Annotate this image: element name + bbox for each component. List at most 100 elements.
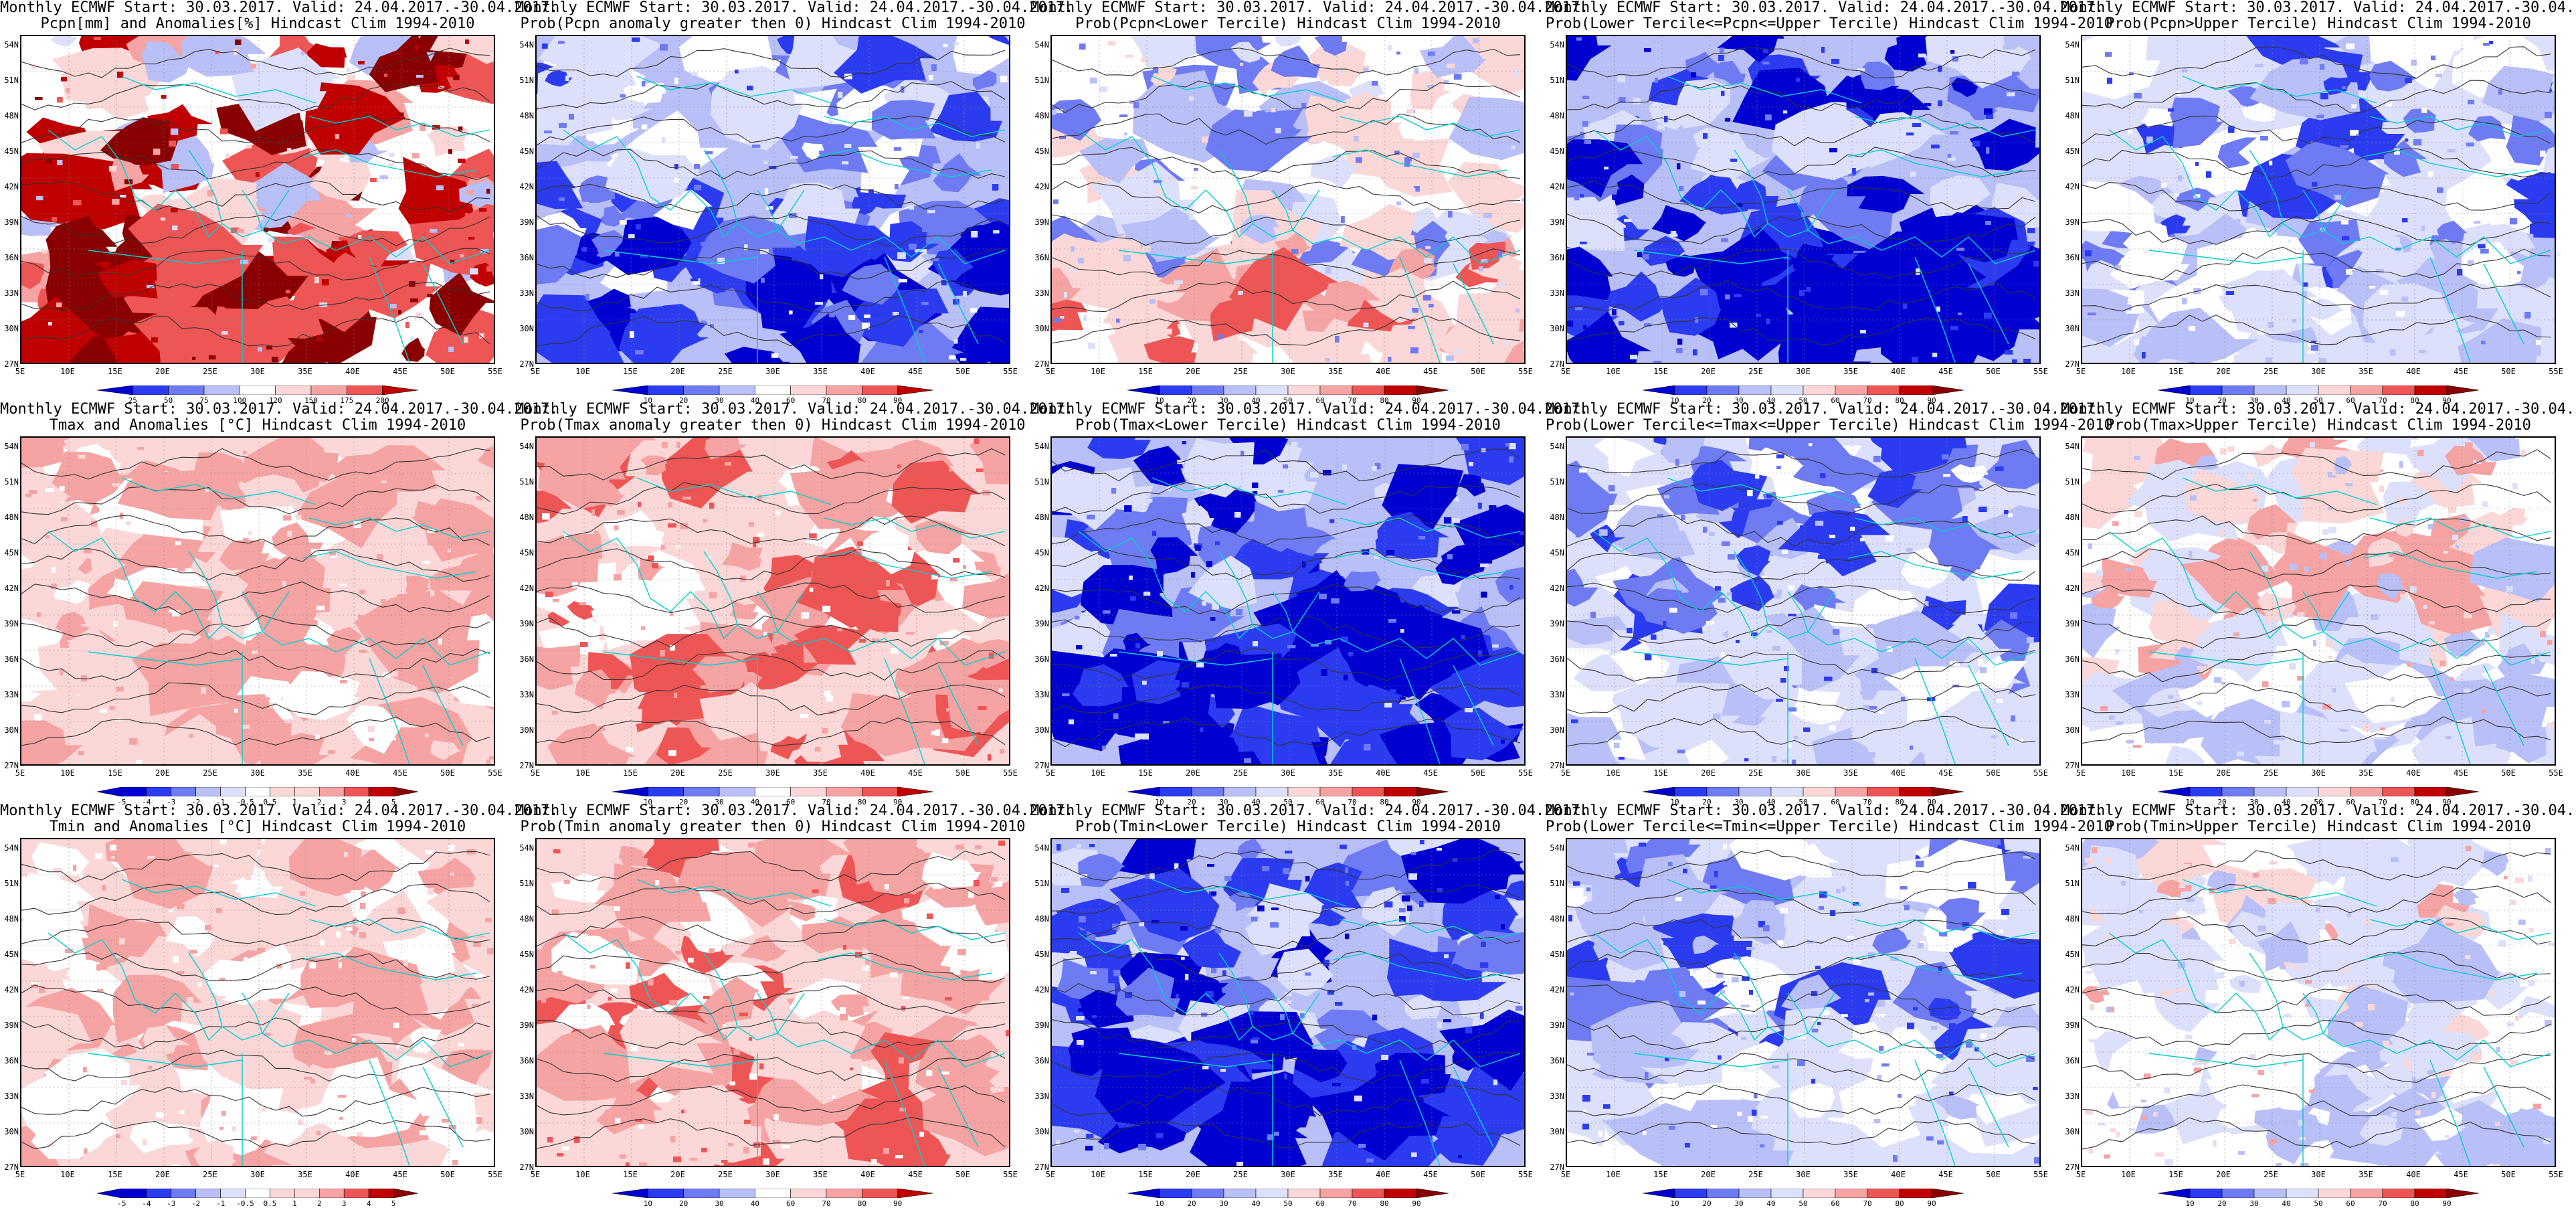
- field-speckle: [1691, 72, 1696, 78]
- field-speckle: [992, 184, 999, 191]
- field-speckle: [2155, 1152, 2164, 1157]
- field-speckle: [2269, 861, 2278, 865]
- colorbar-swatch: [1643, 1189, 1675, 1198]
- field-patch: [1194, 328, 1259, 363]
- colorbar-swatch: [1706, 1189, 1740, 1198]
- isoline: [21, 484, 490, 515]
- isoline: [21, 851, 490, 883]
- field-speckle: [1174, 280, 1183, 284]
- field-speckle: [213, 865, 219, 868]
- field-speckle: [37, 612, 41, 618]
- field-speckle: [2357, 1002, 2365, 1005]
- field-speckle: [1069, 270, 1074, 273]
- field-speckle: [1088, 343, 1095, 349]
- field-speckle: [753, 989, 759, 993]
- field-speckle: [2549, 943, 2555, 946]
- field-speckle: [2034, 1157, 2039, 1164]
- lat-tick-label: 30N: [519, 1127, 534, 1136]
- colorbar-label: 20: [1702, 798, 1712, 806]
- field-patch: [128, 203, 264, 296]
- field-speckle: [468, 237, 475, 240]
- colorbar-label: 80: [2410, 798, 2419, 806]
- field-speckle: [450, 873, 455, 876]
- colorbar-swatch: [1738, 1189, 1772, 1198]
- field-speckle: [2466, 143, 2474, 147]
- field-patch: [61, 57, 150, 120]
- field-speckle: [1243, 1092, 1249, 1097]
- field-speckle: [1584, 140, 1592, 145]
- field-speckle: [1119, 114, 1128, 118]
- field-speckle: [580, 642, 588, 647]
- field-speckle: [1437, 1022, 1442, 1029]
- field-speckle: [1715, 586, 1721, 591]
- field-speckle: [213, 341, 220, 348]
- field-speckle: [1751, 632, 1758, 636]
- field-patch: [31, 842, 90, 883]
- field-patch: [1314, 36, 1348, 56]
- field-patch: [2132, 307, 2260, 363]
- field-speckle: [1758, 921, 1765, 928]
- isoline: [1567, 1084, 2036, 1116]
- field-speckle: [2178, 175, 2183, 181]
- lon-tick-label: 45E: [908, 367, 923, 376]
- map-field: [535, 838, 1010, 1167]
- field-speckle: [2012, 72, 2020, 76]
- lon-tick-label: 35E: [2359, 1170, 2373, 1179]
- field-speckle: [339, 1117, 343, 1120]
- field-speckle: [630, 1045, 638, 1052]
- field-speckle: [410, 337, 415, 341]
- field-speckle: [923, 249, 927, 254]
- field-speckle: [460, 254, 464, 258]
- field-speckle: [381, 599, 386, 604]
- colorbar-swatch: [171, 1189, 196, 1198]
- field-patch: [860, 527, 915, 575]
- lat-tick-label: 42N: [4, 985, 19, 995]
- field-speckle: [227, 1047, 234, 1050]
- field-speckle: [2446, 736, 2452, 740]
- colorbar-swatch: [1191, 385, 1224, 395]
- field-speckle: [171, 128, 179, 135]
- field-speckle: [133, 518, 139, 521]
- field-speckle: [486, 266, 492, 272]
- map-svg: [537, 438, 1009, 764]
- lat-tick-label: 27N: [519, 359, 534, 369]
- field-speckle: [614, 906, 620, 912]
- field-patch: [779, 311, 862, 363]
- field-speckle: [941, 1071, 949, 1075]
- field-patch: [770, 736, 802, 760]
- field-speckle: [977, 732, 982, 738]
- field-speckle: [2492, 1164, 2500, 1166]
- field-speckle: [1077, 1040, 1084, 1045]
- lon-tick-label: 25E: [1748, 768, 1763, 778]
- field-speckle: [391, 485, 399, 488]
- isoline: [537, 448, 1006, 481]
- field-patch: [1880, 438, 1967, 477]
- lat-tick-label: 54N: [1034, 843, 1049, 853]
- field-speckle: [890, 972, 898, 978]
- colorbar-swatch: [2253, 787, 2287, 796]
- field-speckle: [941, 280, 947, 286]
- field-speckle: [1160, 106, 1168, 111]
- isoline: [1567, 280, 2036, 312]
- field-speckle: [1234, 512, 1241, 518]
- colorbar-label: 75: [199, 396, 209, 405]
- field-speckle: [1423, 295, 1431, 301]
- field-speckle: [598, 726, 605, 731]
- field-patch: [901, 901, 934, 923]
- lon-tick-label: 55E: [488, 1170, 502, 1179]
- field-speckle: [2521, 450, 2526, 456]
- colorbar-swatch: [1867, 385, 1900, 395]
- field-speckle: [340, 680, 347, 684]
- field-patch: [627, 1136, 682, 1166]
- field-speckle: [1603, 1104, 1611, 1109]
- field-speckle: [45, 488, 54, 493]
- lon-tick-label: 35E: [1843, 1170, 1858, 1179]
- field-speckle: [1869, 752, 1875, 758]
- colorbar-swatch: [319, 1189, 345, 1198]
- coastline: [48, 129, 490, 264]
- field-speckle: [1860, 538, 1864, 541]
- field-patch: [1479, 269, 1524, 323]
- map-panel: Monthly ECMWF Start: 30.03.2017. Valid: …: [1030, 803, 1588, 1208]
- colorbar-label: 10: [2185, 1199, 2195, 1208]
- field-patch: [1685, 52, 1719, 78]
